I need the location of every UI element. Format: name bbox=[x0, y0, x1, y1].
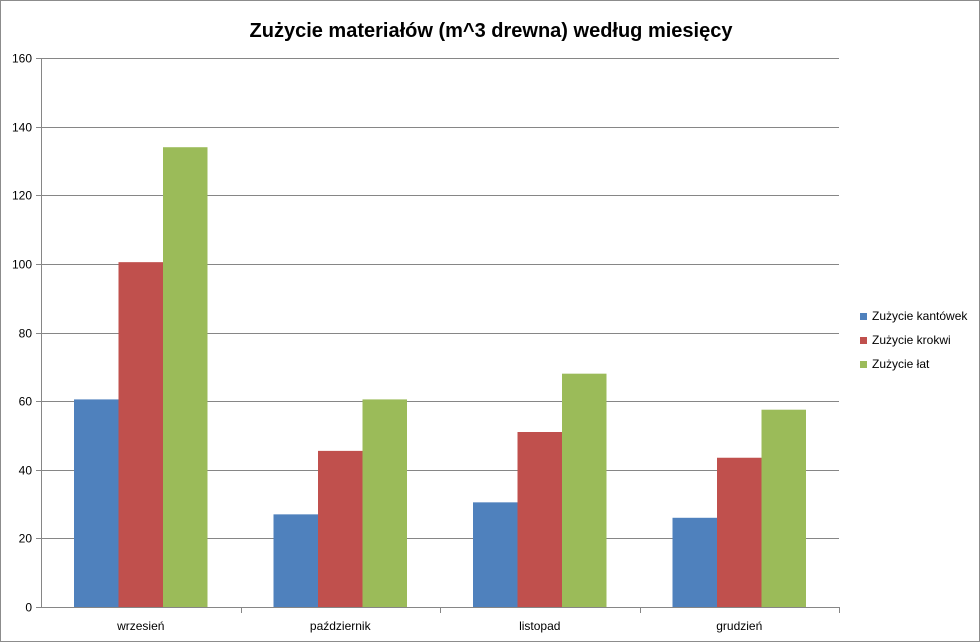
bar-zużycie-kantówek-1 bbox=[273, 514, 318, 607]
y-tick-label: 20 bbox=[19, 532, 33, 546]
bars bbox=[74, 147, 806, 607]
bar-zużycie-krokwi-3 bbox=[717, 457, 762, 607]
bar-zużycie-krokwi-0 bbox=[118, 262, 163, 607]
bar-zużycie-łat-2 bbox=[562, 373, 607, 607]
bar-zużycie-kantówek-2 bbox=[473, 502, 518, 607]
y-tick-label: 40 bbox=[19, 464, 33, 478]
y-tick-label: 160 bbox=[12, 52, 32, 66]
legend-label: Zużycie łat bbox=[872, 357, 930, 371]
x-tick-label: październik bbox=[310, 619, 372, 633]
y-tick-label: 80 bbox=[19, 327, 33, 341]
legend-swatch bbox=[860, 337, 867, 344]
legend-label: Zużycie krokwi bbox=[872, 333, 951, 347]
x-tick-label: grudzień bbox=[716, 619, 762, 633]
y-tick-label: 60 bbox=[19, 395, 33, 409]
bar-zużycie-łat-0 bbox=[163, 147, 208, 607]
bar-zużycie-kantówek-3 bbox=[672, 517, 717, 607]
bar-zużycie-krokwi-2 bbox=[517, 432, 562, 607]
legend-swatch bbox=[860, 361, 867, 368]
x-tick-label: wrzesień bbox=[116, 619, 164, 633]
legend-swatch bbox=[860, 313, 867, 320]
bar-zużycie-łat-3 bbox=[761, 409, 806, 607]
y-tick-label: 100 bbox=[12, 258, 32, 272]
chart-title: Zużycie materiałów (m^3 drewna) według m… bbox=[250, 20, 734, 42]
y-tick-label: 140 bbox=[12, 121, 32, 135]
y-tick-label: 0 bbox=[25, 601, 32, 615]
bar-zużycie-krokwi-1 bbox=[318, 450, 363, 607]
y-tick-label: 120 bbox=[12, 189, 32, 203]
legend-label: Zużycie kantówek bbox=[872, 309, 968, 323]
x-tick-label: listopad bbox=[519, 619, 560, 633]
bar-zużycie-kantówek-0 bbox=[74, 399, 119, 607]
axes: 0 20 40 60 80 100 120 140 160 wrzesień październik… bbox=[12, 52, 840, 633]
legend: Zużycie kantówek Zużycie krokwi Zużycie ła… bbox=[860, 309, 968, 371]
bar-zużycie-łat-1 bbox=[362, 399, 407, 607]
